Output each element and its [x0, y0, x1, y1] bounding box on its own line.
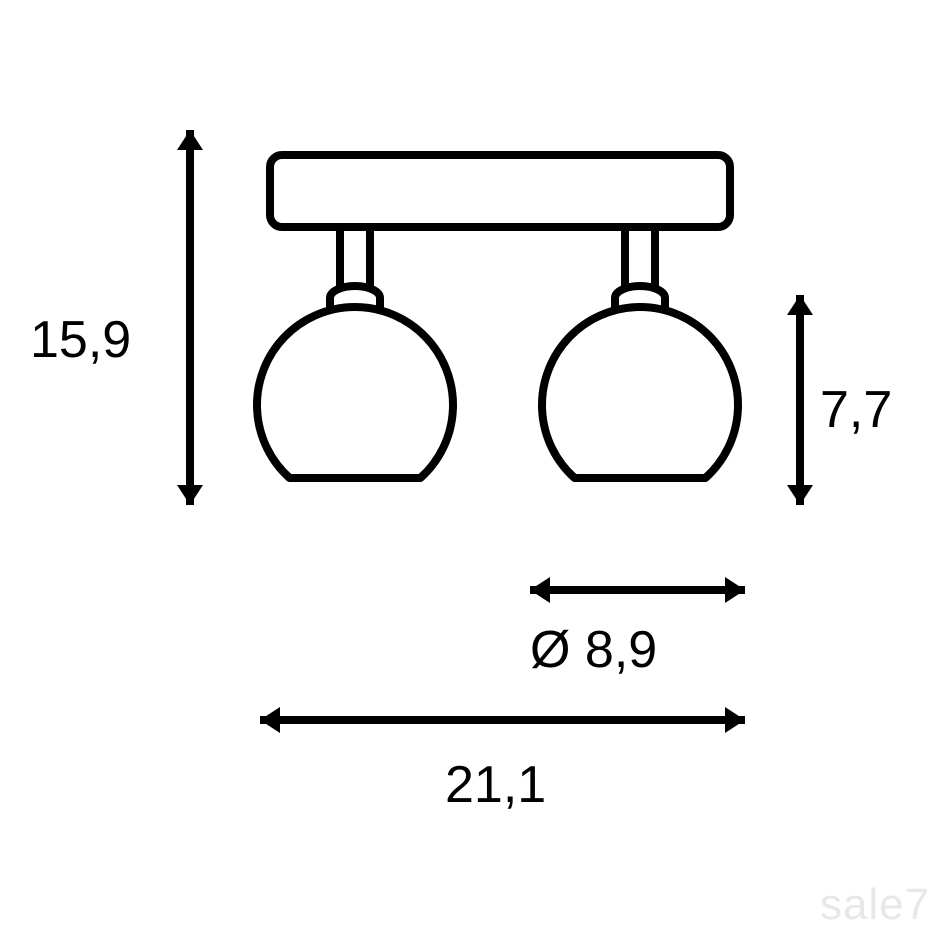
label-total-width: 21,1: [445, 755, 546, 815]
label-ball-diameter: Ø 8,9: [530, 620, 657, 680]
drawing-canvas: 15,9 7,7 Ø 8,9 21,1 sale7: [0, 0, 940, 940]
label-total-height: 15,9: [30, 310, 131, 370]
label-ball-height: 7,7: [820, 380, 892, 440]
watermark-text: sale7: [820, 880, 930, 930]
